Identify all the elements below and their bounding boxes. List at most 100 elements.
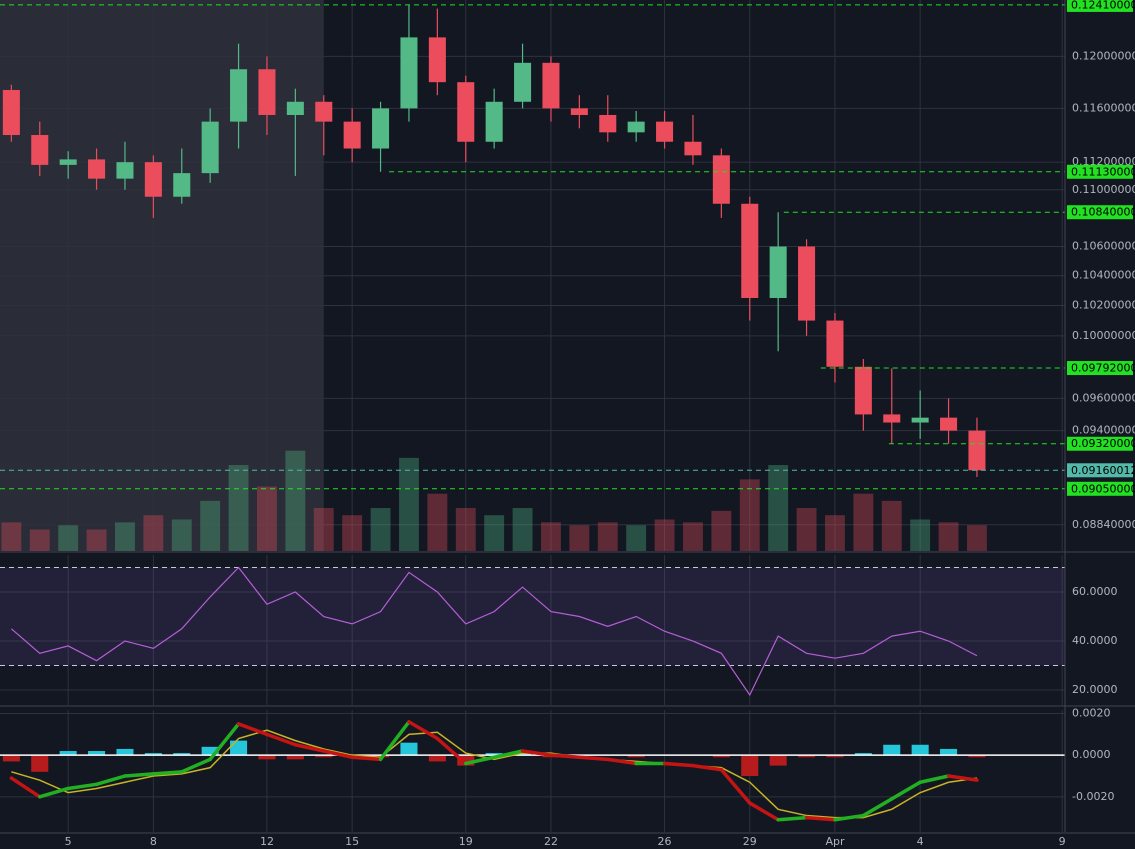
candle-body: [457, 82, 475, 142]
y-tick-label: 0.10400000: [1072, 269, 1135, 282]
candle-body: [854, 366, 872, 415]
macd-segment: [833, 813, 866, 822]
volume-bar: [796, 508, 817, 551]
volume-bar: [569, 525, 590, 551]
rsi-band: [0, 567, 1065, 666]
x-tick-label: 19: [459, 835, 473, 848]
candle-body: [570, 108, 588, 115]
candle-body: [542, 62, 560, 109]
volume-bar: [541, 522, 561, 551]
macd-segment: [265, 732, 298, 747]
candle-body: [883, 414, 901, 423]
candle-body: [201, 121, 219, 174]
macd-histogram-bar: [741, 755, 759, 776]
macd-segment: [691, 763, 724, 772]
macd-histogram-bar: [116, 748, 134, 756]
x-tick-label: 5: [65, 835, 72, 848]
macd-histogram-bar: [59, 751, 77, 756]
candle-body: [428, 37, 446, 83]
volume-bar: [484, 515, 505, 551]
macd-histogram-bar: [968, 755, 986, 758]
macd-segment: [350, 755, 383, 762]
volume-bar: [739, 479, 760, 551]
candle-body: [684, 141, 702, 156]
volume-bar: [597, 522, 618, 551]
macd-segment: [208, 722, 241, 762]
macd-segment: [435, 736, 468, 766]
candle-body: [88, 159, 106, 179]
macd-histogram-bar: [940, 748, 958, 756]
x-tick-label: 12: [260, 835, 274, 848]
volume-bar: [399, 457, 419, 551]
level-label-bg: [1067, 463, 1133, 478]
macd-segment: [549, 753, 582, 760]
macd-histogram-bar: [712, 755, 730, 758]
volume-bar: [938, 522, 959, 551]
macd-segment: [804, 815, 837, 822]
y-tick-label: 0.12000000: [1072, 49, 1135, 62]
macd-segment: [180, 757, 212, 774]
volume-bar: [427, 493, 448, 551]
level-label: 0.09792000: [1071, 362, 1135, 375]
y-tick-label: 0.0020: [1072, 707, 1111, 720]
macd-segment: [520, 749, 553, 757]
y-tick-label: 0.10600000: [1072, 240, 1135, 253]
candle-body: [712, 155, 730, 204]
level-label-bg: [1067, 164, 1133, 179]
x-tick-label: 15: [345, 835, 359, 848]
volume-bar: [455, 508, 476, 551]
x-tick-label: 8: [150, 835, 157, 848]
macd-histogram-bar: [485, 753, 503, 756]
macd-histogram-bar: [798, 755, 816, 758]
volume-bar: [967, 525, 987, 551]
volume-bar: [171, 519, 192, 551]
macd-histogram-bar: [400, 742, 418, 756]
y-tick-label: 20.0000: [1072, 683, 1118, 696]
x-tick-label: 22: [544, 835, 558, 848]
macd-segment: [94, 774, 127, 787]
candle-body: [940, 417, 958, 431]
macd-segment: [236, 722, 269, 737]
candle-body: [599, 114, 617, 133]
y-tick-label: -0.0020: [1072, 790, 1114, 803]
macd-segment: [407, 720, 440, 741]
candle-body: [798, 246, 816, 321]
candle-body: [2, 89, 20, 136]
volume-bar: [853, 493, 874, 551]
candle-body: [286, 101, 304, 115]
level-label-bg: [1067, 361, 1133, 376]
candle-body: [769, 246, 787, 298]
macd-segment: [918, 774, 951, 784]
volume-bar: [1, 522, 22, 551]
volume-bar: [512, 508, 533, 551]
macd-segment: [662, 761, 695, 768]
y-tick-label: 0.11000000: [1072, 183, 1135, 196]
level-label-bg: [1067, 0, 1133, 12]
candle-body: [826, 320, 844, 367]
volume-bar: [654, 519, 675, 551]
macd-segment: [322, 749, 354, 760]
candle-body: [911, 417, 929, 423]
volume-bar: [683, 522, 703, 551]
volume-bar: [257, 486, 277, 551]
macd-histogram-bar: [826, 755, 844, 758]
macd-histogram-bar: [428, 755, 446, 762]
macd-segment: [492, 749, 525, 760]
macd-segment: [123, 772, 156, 778]
macd-segment: [577, 755, 610, 762]
macd-segment: [719, 768, 752, 805]
macd-histogram-bar: [286, 755, 304, 760]
macd-segment: [890, 780, 922, 801]
level-label: 0.09320000: [1071, 437, 1135, 450]
macd-segment: [151, 770, 184, 776]
macd-segment: [776, 815, 809, 822]
x-tick-label: 26: [658, 835, 672, 848]
y-tick-label: 60.0000: [1072, 585, 1118, 598]
candle-body: [968, 430, 986, 471]
y-tick-label: 0.09600000: [1072, 391, 1135, 404]
candle-body: [372, 108, 390, 149]
macd-histogram-bar: [2, 755, 20, 762]
macd-segment: [66, 782, 99, 791]
macd-segment: [9, 776, 42, 799]
